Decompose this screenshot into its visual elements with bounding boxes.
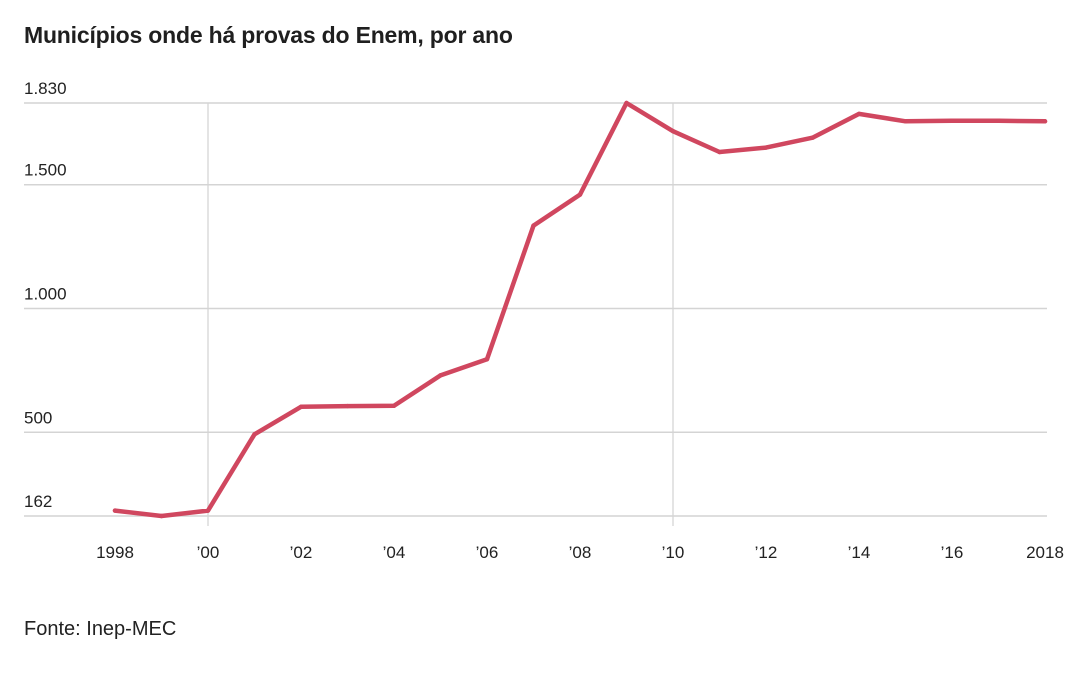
x-tick-label: ’02 — [290, 543, 313, 562]
series-line — [112, 100, 1048, 519]
data-point — [345, 403, 350, 409]
x-tick-label: ’12 — [755, 543, 778, 562]
series-layer — [112, 100, 1048, 519]
data-point — [996, 118, 1001, 124]
y-tick-label: 500 — [24, 408, 52, 427]
data-point — [484, 357, 490, 362]
data-point — [391, 403, 397, 409]
y-tick-label: 1.000 — [24, 285, 67, 304]
axis-layer: 1.830 1.500 1.000 500 162 1998 ’00 ’02 ’04 ’06 ’08… — [24, 79, 1064, 562]
x-tick-label: 2018 — [1026, 543, 1064, 562]
y-tick-label: 1.830 — [24, 79, 67, 98]
data-point — [577, 192, 583, 197]
x-tick-label: ’16 — [941, 543, 964, 562]
data-point — [624, 100, 629, 106]
x-tick-label: ’08 — [569, 543, 592, 562]
x-tick-label: 1998 — [96, 543, 134, 562]
data-point — [531, 223, 536, 228]
data-point — [298, 404, 304, 410]
y-tick-label: 162 — [24, 492, 52, 511]
x-tick-label: ’14 — [848, 543, 871, 562]
data-point — [252, 432, 257, 437]
grid-layer — [24, 102, 1047, 526]
x-tick-label: ’06 — [476, 543, 499, 562]
x-tick-label: ’00 — [197, 543, 220, 562]
x-tick-label: ’10 — [662, 543, 685, 562]
x-tick-label: ’04 — [383, 543, 406, 562]
data-point — [856, 111, 862, 117]
data-point — [670, 129, 676, 134]
chart-title: Municípios onde há provas do Enem, por a… — [24, 22, 513, 48]
line-chart: 1.830 1.500 1.000 500 162 1998 ’00 ’02 ’04 ’06 ’08… — [24, 79, 1064, 562]
data-point — [903, 119, 908, 124]
data-point — [810, 135, 815, 140]
data-point — [205, 508, 211, 513]
source-note: Fonte: Inep-MEC — [24, 618, 177, 640]
data-point — [763, 145, 769, 150]
data-point — [1042, 119, 1048, 124]
data-point — [438, 373, 443, 378]
data-point — [949, 118, 955, 124]
data-point — [112, 508, 118, 513]
data-point — [159, 513, 164, 519]
y-tick-label: 1.500 — [24, 161, 67, 180]
data-point — [717, 149, 722, 155]
